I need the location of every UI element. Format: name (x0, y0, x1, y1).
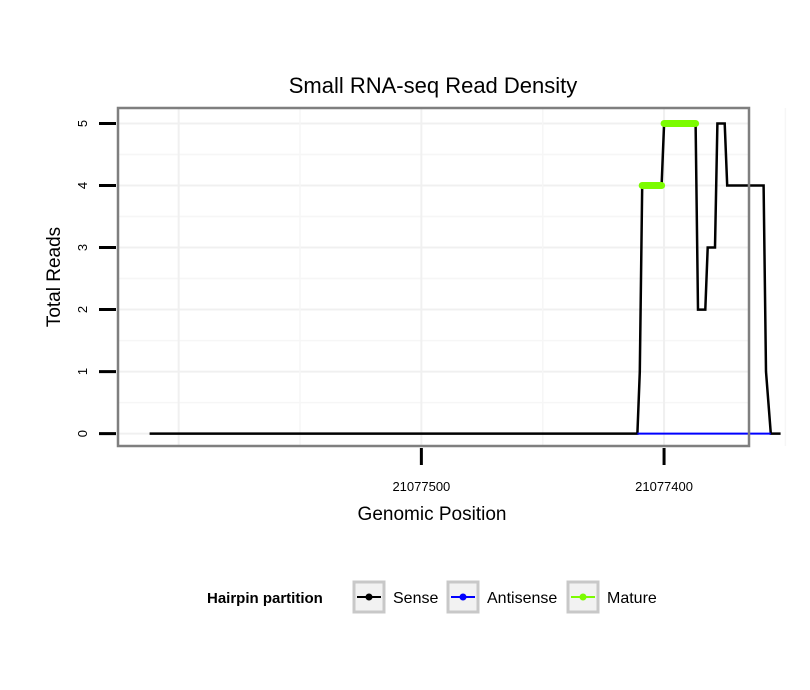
y-axis: 0 1 2 3 4 5 (75, 120, 116, 437)
x-tick-label-0: 21077500 (392, 479, 450, 494)
y-tick-label-5: 5 (75, 120, 90, 127)
legend: Hairpin partition Sense Antisense Mature (207, 580, 657, 614)
legend-point-mature (579, 593, 587, 601)
legend-point-sense (365, 593, 373, 601)
legend-label-antisense: Antisense (487, 590, 557, 607)
x-axis-title: Genomic Position (358, 504, 507, 525)
plot-panel (118, 108, 749, 446)
legend-item-mature: Mature (566, 580, 657, 614)
y-tick-label-2: 2 (75, 306, 90, 313)
legend-title: Hairpin partition (207, 590, 323, 607)
legend-item-antisense: Antisense (446, 580, 557, 614)
y-axis-title: Total Reads (44, 227, 65, 327)
legend-label-sense: Sense (393, 590, 438, 607)
y-tick-label-3: 3 (75, 244, 90, 251)
grid-lines (118, 108, 787, 446)
x-axis: 21077500 21077400 (392, 448, 693, 494)
y-tick-label-1: 1 (75, 368, 90, 375)
y-tick-label-0: 0 (75, 430, 90, 437)
legend-point-antisense (459, 593, 467, 601)
y-tick-label-4: 4 (75, 182, 90, 189)
legend-label-mature: Mature (607, 590, 657, 607)
legend-item-sense: Sense (352, 580, 438, 614)
chart-title: Small RNA-seq Read Density (289, 73, 578, 98)
plot-border (116, 106, 751, 448)
x-tick-label-1: 21077400 (635, 479, 693, 494)
